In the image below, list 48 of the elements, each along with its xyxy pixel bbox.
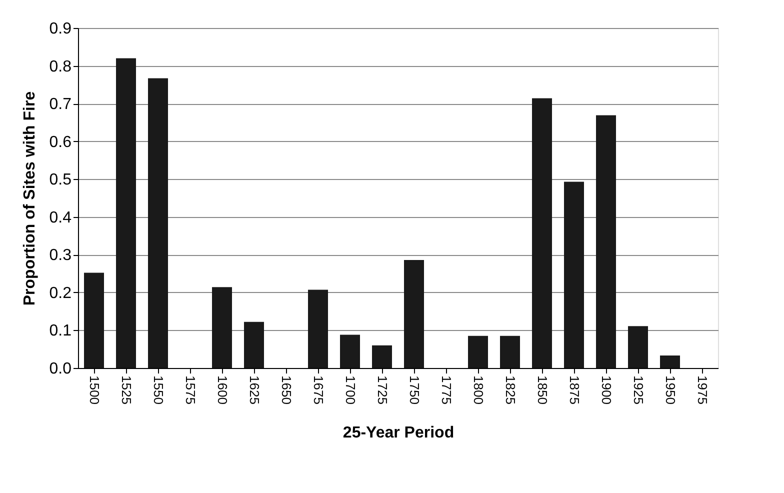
y-tick-label: 0.0 (49, 360, 72, 378)
x-tick-label: 1800 (471, 376, 486, 404)
x-tick-label: 1975 (695, 376, 710, 404)
x-tick-label: 1675 (311, 376, 326, 404)
x-tick-label: 1925 (631, 376, 646, 404)
x-tick-label: 1825 (503, 376, 518, 404)
x-tick-label: 1900 (599, 376, 614, 404)
x-tick-label: 1525 (119, 376, 134, 404)
bar (532, 98, 552, 368)
bar (84, 272, 104, 368)
x-tick-label: 1700 (343, 376, 358, 404)
x-tick-label: 1625 (247, 376, 262, 404)
y-tick-label: 0.6 (49, 134, 72, 151)
x-tick-label: 1775 (439, 376, 454, 404)
bar (212, 287, 232, 368)
bar (372, 345, 392, 368)
x-tick-label: 1950 (663, 376, 678, 404)
bar (340, 334, 360, 368)
y-tick-label: 0.1 (49, 322, 72, 340)
y-tick-label: 0.4 (49, 209, 72, 226)
bar (628, 326, 648, 368)
bar (468, 336, 488, 368)
y-tick-label: 0.3 (49, 247, 72, 264)
bar (116, 58, 136, 368)
x-tick-label: 1750 (407, 376, 422, 404)
bar (660, 356, 680, 368)
x-tick-label: 1550 (151, 376, 166, 404)
x-tick-label: 1575 (183, 376, 198, 404)
bar (564, 182, 584, 368)
x-tick-label: 1850 (535, 376, 550, 404)
x-tick-label: 1500 (87, 376, 102, 404)
y-tick-label: 0.2 (49, 284, 72, 302)
bar (596, 115, 616, 368)
bar (500, 336, 520, 368)
bar (404, 260, 424, 368)
y-tick-label: 0.8 (49, 58, 72, 76)
x-axis-title: 25-Year Period (342, 424, 454, 442)
y-tick-label: 0.9 (49, 20, 72, 38)
x-tick-label: 1600 (215, 376, 230, 404)
y-axis-title: Proportion of Sites with Fire (21, 91, 38, 306)
y-tick-label: 0.5 (49, 172, 72, 189)
bar (308, 290, 328, 368)
x-tick-label: 1875 (567, 376, 582, 404)
x-tick-label: 1725 (375, 376, 390, 404)
bar (148, 78, 168, 368)
x-tick-label: 1650 (279, 376, 294, 404)
bar (244, 322, 264, 368)
y-tick-label: 0.7 (49, 96, 72, 114)
